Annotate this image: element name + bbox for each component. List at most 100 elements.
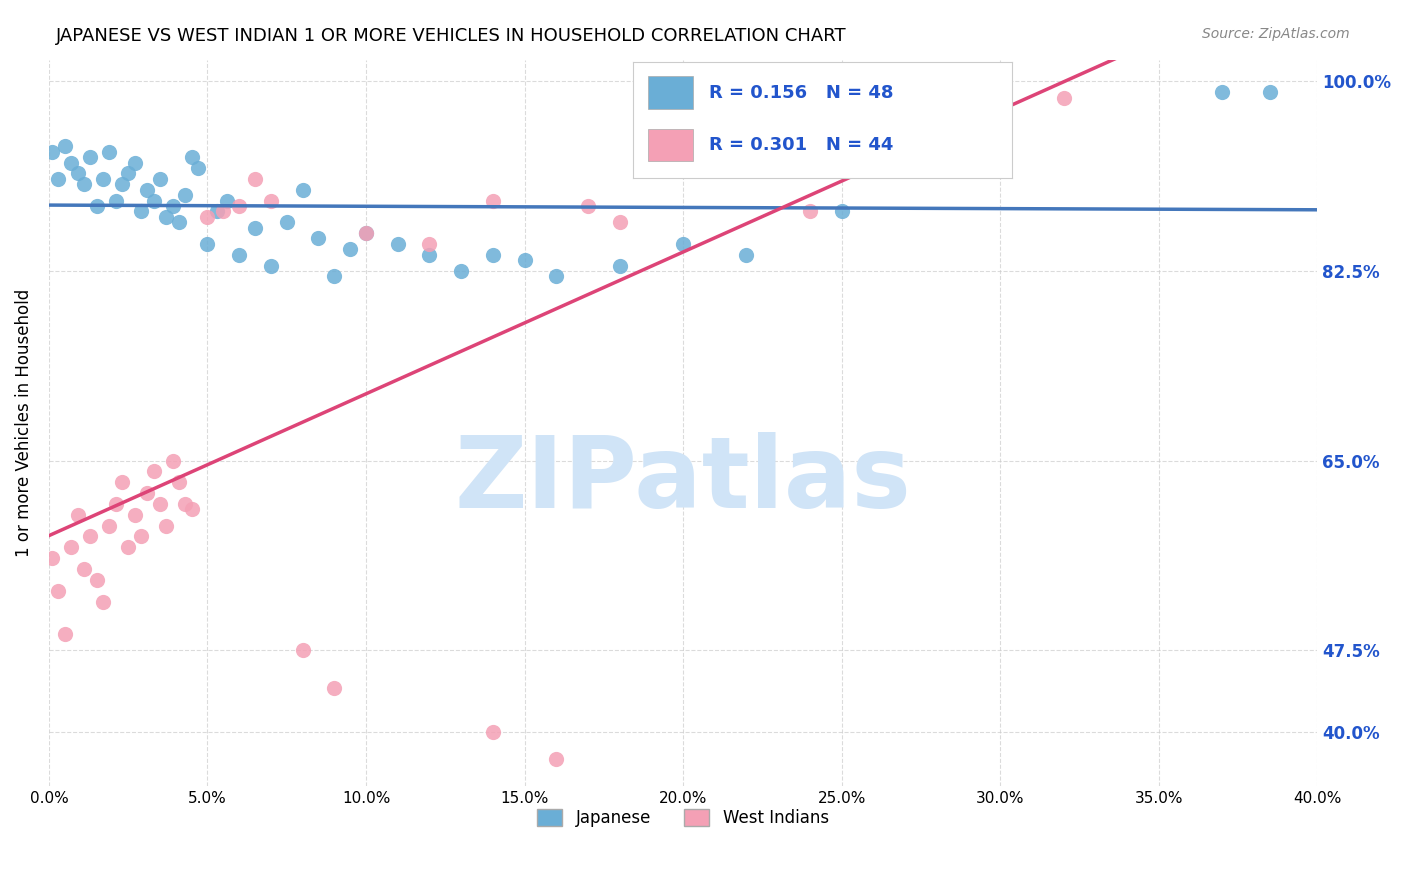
Point: [260, 259, 283, 273]
Point: [387, 236, 409, 251]
FancyBboxPatch shape: [648, 128, 693, 161]
Legend: Japanese, West Indians: Japanese, West Indians: [529, 801, 837, 836]
Point: [799, 204, 821, 219]
Point: [862, 128, 884, 143]
Point: [41, 551, 63, 566]
Point: [60, 541, 83, 555]
Point: [129, 529, 152, 543]
Point: [1052, 90, 1074, 104]
Point: [86, 573, 108, 587]
Point: [187, 161, 209, 175]
Point: [323, 681, 346, 696]
Point: [243, 171, 266, 186]
Point: [215, 194, 238, 208]
Point: [155, 210, 177, 224]
Point: [41, 145, 63, 159]
Point: [98, 145, 121, 159]
Point: [91, 171, 114, 186]
Y-axis label: 1 or more Vehicles in Household: 1 or more Vehicles in Household: [15, 289, 32, 557]
Point: [149, 497, 172, 511]
Point: [149, 171, 172, 186]
Point: [111, 178, 134, 192]
Point: [260, 194, 283, 208]
Point: [174, 188, 197, 202]
Point: [66, 508, 89, 522]
Point: [228, 199, 250, 213]
Point: [925, 107, 948, 121]
Point: [291, 643, 314, 657]
Point: [609, 215, 631, 229]
Text: JAPANESE VS WEST INDIAN 1 OR MORE VEHICLES IN HOUSEHOLD CORRELATION CHART: JAPANESE VS WEST INDIAN 1 OR MORE VEHICL…: [56, 27, 846, 45]
Point: [307, 231, 329, 245]
Point: [482, 248, 505, 262]
Point: [79, 529, 101, 543]
Point: [180, 150, 202, 164]
Point: [228, 248, 250, 262]
Point: [291, 183, 314, 197]
Point: [142, 194, 165, 208]
Point: [418, 236, 440, 251]
Point: [60, 155, 83, 169]
Point: [79, 150, 101, 164]
Point: [104, 497, 127, 511]
Point: [48, 583, 70, 598]
Point: [576, 199, 599, 213]
Point: [66, 166, 89, 180]
Point: [73, 178, 96, 192]
Point: [129, 204, 152, 219]
Point: [111, 475, 134, 490]
Point: [205, 204, 228, 219]
Point: [450, 264, 472, 278]
Point: [276, 215, 298, 229]
Point: [1258, 85, 1281, 99]
Point: [73, 562, 96, 576]
Point: [831, 204, 853, 219]
Point: [142, 465, 165, 479]
Point: [124, 508, 146, 522]
Point: [323, 269, 346, 284]
Point: [174, 497, 197, 511]
Point: [117, 166, 139, 180]
Point: [672, 139, 695, 153]
Point: [162, 199, 184, 213]
Point: [91, 594, 114, 608]
Text: ZIPatlas: ZIPatlas: [454, 433, 911, 529]
Point: [86, 199, 108, 213]
Point: [197, 236, 219, 251]
Point: [155, 518, 177, 533]
Point: [672, 236, 695, 251]
Text: R = 0.156   N = 48: R = 0.156 N = 48: [709, 84, 893, 102]
Point: [735, 248, 758, 262]
Point: [482, 724, 505, 739]
Point: [482, 194, 505, 208]
Point: [212, 204, 235, 219]
Point: [167, 215, 190, 229]
Text: Source: ZipAtlas.com: Source: ZipAtlas.com: [1202, 27, 1350, 41]
Point: [354, 226, 377, 240]
Point: [735, 118, 758, 132]
Text: R = 0.301   N = 44: R = 0.301 N = 44: [709, 136, 893, 153]
Point: [98, 518, 121, 533]
Point: [988, 161, 1011, 175]
Point: [167, 475, 190, 490]
Point: [197, 210, 219, 224]
Point: [136, 183, 159, 197]
FancyBboxPatch shape: [648, 77, 693, 109]
Point: [104, 194, 127, 208]
Point: [136, 486, 159, 500]
Point: [243, 220, 266, 235]
Point: [162, 453, 184, 467]
Point: [53, 627, 76, 641]
Point: [513, 253, 536, 268]
Point: [546, 269, 568, 284]
Point: [418, 248, 440, 262]
Point: [124, 155, 146, 169]
Point: [117, 541, 139, 555]
Point: [546, 752, 568, 766]
Point: [1211, 85, 1233, 99]
Point: [53, 139, 76, 153]
Point: [609, 259, 631, 273]
Point: [48, 171, 70, 186]
Point: [354, 226, 377, 240]
Point: [180, 502, 202, 516]
